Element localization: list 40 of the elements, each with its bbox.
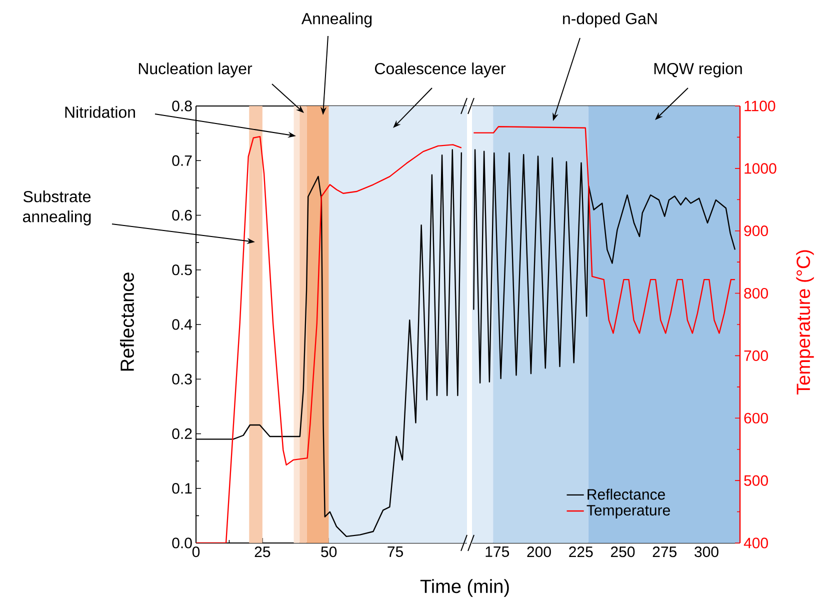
- x-tick-label: 300: [694, 546, 718, 558]
- legend-label: Temperature: [586, 505, 670, 519]
- y2-tick-label: 800: [744, 288, 768, 299]
- y-tick-label: 0.0: [172, 538, 192, 548]
- legend-label: Reflectance: [588, 488, 665, 500]
- text: Nucleation layer: [138, 62, 252, 78]
- x-tick-label: 0: [192, 546, 200, 558]
- text: Coalescence layer: [375, 62, 506, 78]
- x-axis-title: Time (min): [420, 579, 509, 597]
- y-tick-label: 0.2: [172, 428, 192, 440]
- text: Nitridation: [65, 106, 135, 118]
- y2-tick-label: 500: [744, 475, 768, 486]
- x-tick-label: 250: [610, 546, 635, 558]
- y2-tick-label: 900: [744, 226, 768, 236]
- text: MQW region: [654, 62, 742, 78]
- y-tick-label: 0.4: [172, 319, 192, 330]
- y-tick-label: 0.7: [172, 155, 192, 166]
- text: Annealing: [301, 12, 372, 28]
- x-tick-label: 225: [569, 546, 593, 558]
- x-tick-label: 25: [254, 546, 270, 558]
- y-tick-label: 0.6: [172, 210, 192, 221]
- y2-tick-label: 1100: [744, 100, 776, 112]
- y-tick-label: 0.3: [172, 374, 192, 384]
- y-tick-label: 0.8: [172, 100, 192, 112]
- x-tick-label: 75: [388, 546, 403, 557]
- text: n-doped GaN: [563, 12, 657, 28]
- y2-tick-label: 600: [744, 412, 768, 424]
- y2-tick-label: 1000: [744, 163, 776, 174]
- y2-axis-title: Temperature (°C): [796, 250, 814, 395]
- x-tick-label: 200: [527, 546, 551, 558]
- y-tick-label: 0.1: [172, 483, 192, 494]
- x-tick-label: 50: [321, 546, 337, 558]
- y-tick-label: 0.5: [172, 264, 192, 276]
- text: Substrate annealing: [22, 190, 91, 226]
- line-series: [473, 126, 736, 334]
- y2-tick-label: 400: [744, 538, 768, 548]
- x-tick-label: 275: [652, 546, 677, 558]
- y2-tick-label: 700: [744, 350, 768, 362]
- y-axis-title: Reflectance: [120, 272, 134, 371]
- x-tick-label: 175: [486, 546, 510, 557]
